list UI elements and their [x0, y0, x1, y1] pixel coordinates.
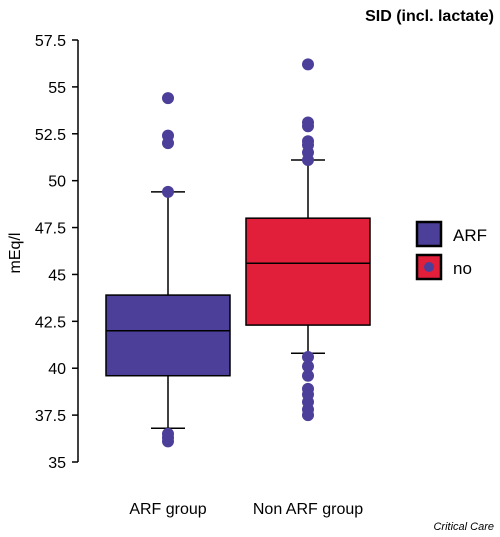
- box-plot-series: [105, 58, 371, 448]
- credit-text: Critical Care: [433, 521, 494, 533]
- outlier-point: [302, 360, 314, 373]
- y-tick-label: 52.5: [35, 127, 66, 144]
- outlier-point: [302, 116, 314, 129]
- outlier-point: [302, 382, 314, 395]
- y-tick-label: 35: [48, 455, 66, 472]
- y-tick-label: 40: [48, 361, 66, 378]
- outlier-point: [302, 58, 314, 71]
- legend: ARF no: [415, 220, 487, 281]
- outlier-point: [302, 369, 314, 382]
- x-category-label: ARF group: [129, 501, 206, 518]
- outlier-point: [302, 350, 314, 363]
- legend-marker-no: [424, 262, 434, 272]
- y-tick-label: 37.5: [35, 408, 66, 425]
- legend-label-arf: ARF: [453, 226, 487, 245]
- chart-title: SID (incl. lactate): [365, 8, 494, 25]
- y-tick-label: 57.5: [35, 33, 66, 50]
- y-axis-ticks: 35 37.5 40 42.5 45 47.5 50 52.5 55 57.5: [35, 33, 78, 472]
- x-category-label: Non ARF group: [253, 501, 363, 518]
- outlier-point: [162, 185, 174, 198]
- outlier-point: [162, 129, 174, 142]
- outlier-point: [302, 135, 314, 148]
- legend-swatch-arf: [415, 220, 443, 248]
- y-tick-label: 42.5: [35, 314, 66, 331]
- y-tick-label: 45: [48, 267, 66, 284]
- box-group-non-arf: [245, 58, 371, 422]
- box-iqr: [105, 294, 231, 377]
- y-tick-label: 50: [48, 174, 66, 191]
- y-tick-label: 47.5: [35, 221, 66, 238]
- box-iqr: [245, 217, 371, 326]
- box-group-arf: [105, 92, 231, 448]
- y-tick-label: 55: [48, 80, 66, 97]
- outlier-point: [162, 92, 174, 105]
- y-axis-label: mEq/l: [7, 233, 24, 274]
- legend-label-no: no: [453, 259, 472, 278]
- outlier-point: [162, 427, 174, 440]
- x-axis-labels: ARF group Non ARF group: [129, 501, 363, 518]
